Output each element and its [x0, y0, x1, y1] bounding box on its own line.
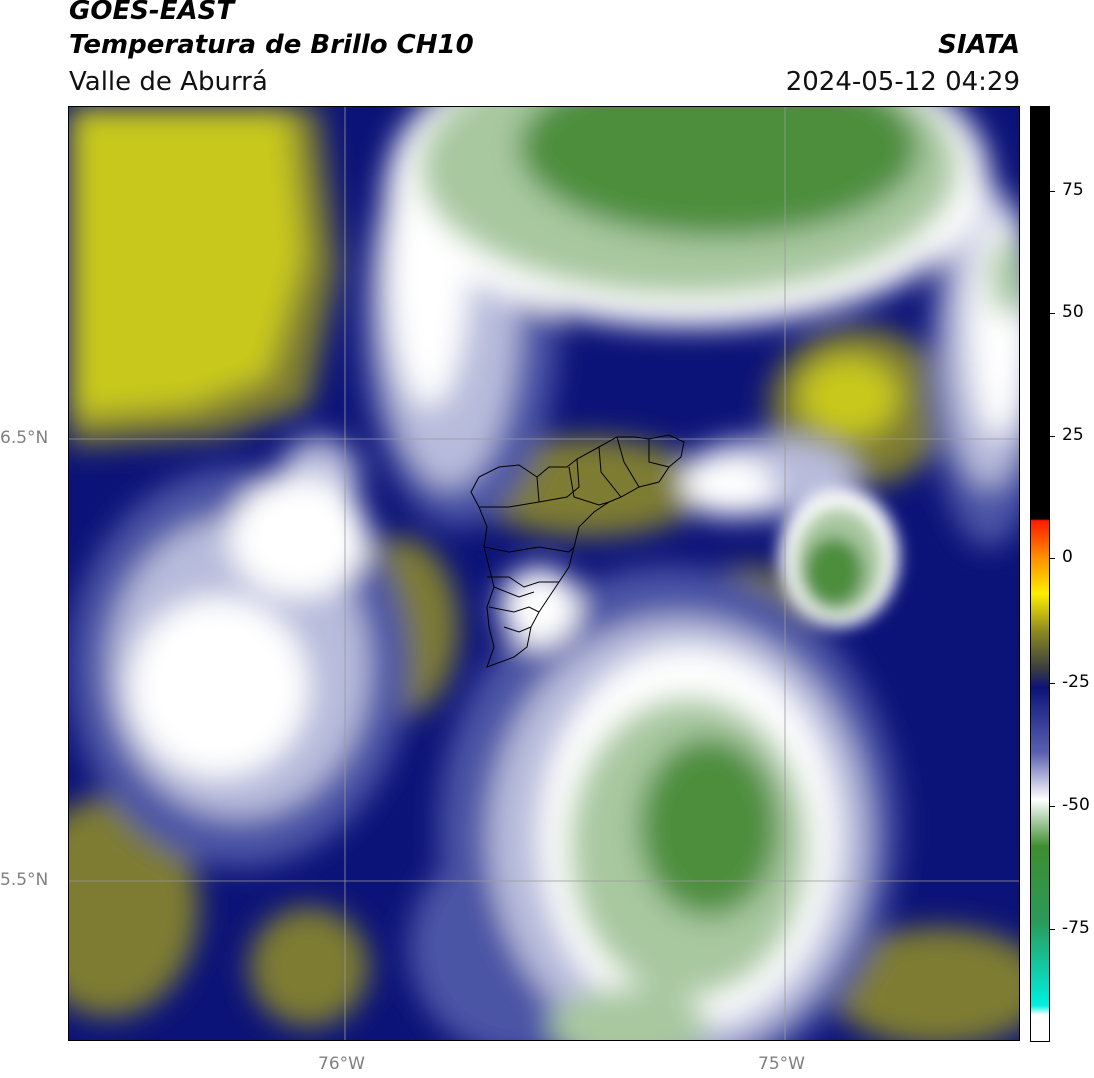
- cloud-blob: [639, 737, 779, 917]
- colorbar-label-minus25: -25: [1062, 672, 1090, 692]
- satellite-title: GOES-EAST: [69, 0, 235, 26]
- colorbar: [1030, 106, 1050, 1042]
- colorbar-label-minus75: -75: [1062, 918, 1090, 938]
- cloud-blob: [69, 797, 199, 1017]
- colorbar-label-25: 25: [1062, 425, 1084, 445]
- cloud-blob: [229, 477, 369, 597]
- region-subtitle: Valle de Aburrá: [69, 67, 268, 97]
- cloud-blob: [69, 107, 304, 417]
- agency-title: SIATA: [938, 30, 1020, 60]
- colorbar-label-0: 0: [1062, 547, 1073, 567]
- cloud-field: [69, 107, 1019, 1040]
- colorbar-tick: [1050, 558, 1055, 559]
- cloud-blob: [249, 907, 369, 1027]
- lat-label-6-5N: 6.5°N: [0, 428, 49, 448]
- map-canvas: [69, 107, 1019, 1040]
- colorbar-tick: [1050, 806, 1055, 807]
- cloud-blob: [989, 237, 1019, 317]
- colorbar-gradient: [1031, 107, 1049, 1041]
- colorbar-tick: [1050, 436, 1055, 437]
- product-title: Temperatura de Brillo CH10: [69, 30, 474, 60]
- brightness-temperature-map[interactable]: [68, 106, 1020, 1041]
- cloud-blob: [799, 357, 899, 437]
- cloud-blob: [829, 927, 1019, 1040]
- colorbar-label-minus50: -50: [1062, 795, 1090, 815]
- cell-right: [779, 487, 899, 627]
- cloud-blob: [684, 457, 774, 517]
- colorbar-tick: [1050, 683, 1055, 684]
- cloud-blob: [129, 597, 309, 777]
- colorbar-tick: [1050, 313, 1055, 314]
- cloud-blob: [804, 537, 864, 607]
- colorbar-label-50: 50: [1062, 302, 1084, 322]
- datetime-label: 2024-05-12 04:29: [785, 67, 1020, 97]
- cloud-blob: [519, 107, 919, 237]
- lon-label-75W: 75°W: [758, 1054, 805, 1074]
- municipality-boundaries: [470, 434, 685, 668]
- colorbar-label-75: 75: [1062, 180, 1084, 200]
- cloud-blob: [499, 567, 579, 647]
- colorbar-tick: [1050, 191, 1055, 192]
- lon-label-76W: 76°W: [318, 1054, 365, 1074]
- cloud-blob: [549, 987, 709, 1040]
- lat-label-5-5N: 5.5°N: [0, 870, 49, 890]
- colorbar-tick: [1050, 929, 1055, 930]
